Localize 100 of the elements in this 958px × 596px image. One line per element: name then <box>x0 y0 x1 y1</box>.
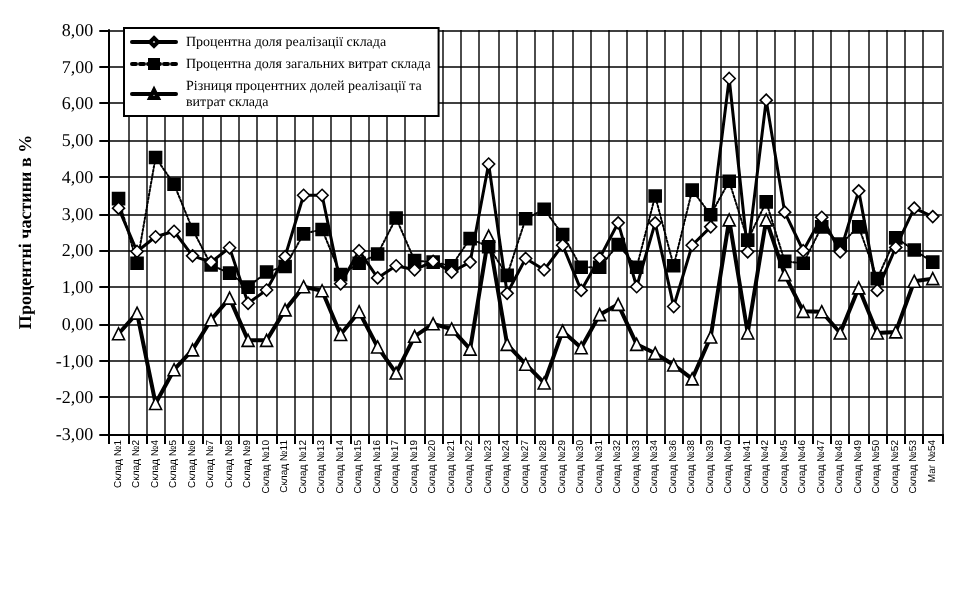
point <box>851 281 866 295</box>
point <box>130 244 144 259</box>
point <box>518 211 533 226</box>
point <box>148 229 163 244</box>
y-tick-label: 6,00 <box>61 93 95 114</box>
point <box>870 326 885 340</box>
point <box>851 220 866 234</box>
point <box>407 329 422 344</box>
y-tick-label: 2,00 <box>61 240 95 261</box>
point <box>925 271 940 286</box>
point <box>315 222 329 237</box>
point <box>500 286 514 301</box>
point <box>481 157 496 171</box>
y-tick-label: 5,00 <box>61 130 95 151</box>
point <box>407 263 422 277</box>
point <box>666 299 681 314</box>
point <box>370 340 385 354</box>
point <box>296 227 311 241</box>
point <box>907 274 922 289</box>
point <box>888 325 903 339</box>
point <box>167 177 181 192</box>
point <box>463 342 477 356</box>
point <box>241 296 255 311</box>
point <box>611 216 625 230</box>
point <box>222 266 237 280</box>
point <box>167 224 181 239</box>
point <box>814 210 829 225</box>
point <box>185 249 200 263</box>
point <box>444 265 459 279</box>
point <box>833 326 848 340</box>
point <box>278 303 292 317</box>
y-tick-label: -3,00 <box>55 424 95 444</box>
point <box>759 93 774 107</box>
point <box>222 240 237 255</box>
y-tick-label: 4,00 <box>61 166 95 187</box>
point <box>925 209 940 224</box>
point <box>389 366 403 380</box>
y-tick-label: 7,00 <box>61 56 95 77</box>
point <box>148 150 163 165</box>
point <box>259 283 274 297</box>
point <box>592 251 607 265</box>
point <box>111 201 126 215</box>
point <box>333 327 348 342</box>
point <box>759 195 774 209</box>
point <box>518 357 533 372</box>
point <box>315 188 329 203</box>
point <box>389 258 403 273</box>
point <box>315 283 329 298</box>
point <box>278 249 292 264</box>
point <box>592 307 607 322</box>
point <box>130 256 144 271</box>
point <box>537 376 551 390</box>
point <box>574 283 588 298</box>
point <box>685 238 699 253</box>
point <box>296 188 311 203</box>
point <box>722 71 736 86</box>
point <box>130 306 144 320</box>
point <box>389 211 403 225</box>
point <box>537 263 551 277</box>
point <box>555 238 570 253</box>
point <box>796 243 811 258</box>
y-tick-label: -2,00 <box>55 387 95 408</box>
point <box>722 213 736 227</box>
point <box>777 267 792 282</box>
point <box>555 324 570 338</box>
point <box>648 189 662 203</box>
point <box>352 243 366 258</box>
point <box>185 343 200 357</box>
point <box>666 258 681 273</box>
point <box>814 304 829 319</box>
y-axis-title: Процентні частини в % <box>15 134 35 330</box>
point <box>222 291 237 305</box>
point <box>907 201 922 215</box>
point <box>241 333 255 348</box>
point <box>574 340 588 355</box>
point <box>796 256 811 271</box>
point <box>370 271 385 285</box>
point <box>777 205 792 219</box>
point <box>518 251 533 266</box>
point <box>204 312 218 327</box>
point <box>370 247 385 261</box>
point <box>870 283 885 298</box>
point <box>648 216 662 230</box>
point <box>611 297 625 312</box>
point <box>500 337 514 352</box>
point <box>907 243 922 257</box>
point <box>703 330 718 344</box>
point <box>259 265 274 279</box>
point <box>851 184 866 198</box>
point <box>574 260 588 275</box>
point <box>759 213 774 227</box>
y-tick-label: 1,00 <box>61 277 95 298</box>
point <box>703 220 718 234</box>
point <box>629 337 644 352</box>
point <box>481 239 496 254</box>
point <box>259 333 274 348</box>
y-tick-label: 3,00 <box>61 203 95 224</box>
y-tick-label: 0,00 <box>61 313 95 334</box>
point <box>648 346 662 360</box>
point <box>426 317 440 331</box>
